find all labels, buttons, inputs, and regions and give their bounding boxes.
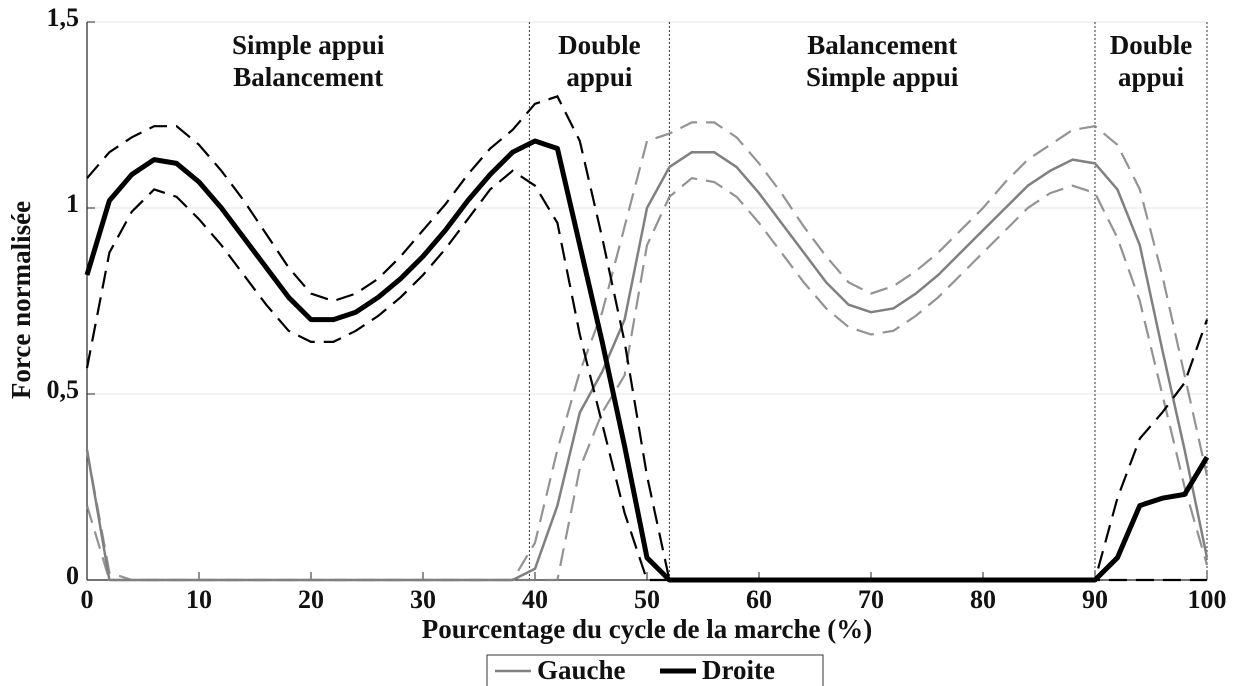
phase-label: Double <box>558 30 641 60</box>
phase-label: Simple appui <box>806 62 959 92</box>
x-tick-label: 50 <box>634 585 660 614</box>
mean-line <box>84 138 1210 583</box>
phase-label: Simple appui <box>232 30 385 60</box>
phase-label: appui <box>1118 62 1185 92</box>
phase-label: Balancement <box>233 62 383 92</box>
x-tick-label: 30 <box>410 585 436 614</box>
band-line <box>85 177 1209 582</box>
phase-label: appui <box>566 62 633 92</box>
y-tick-label: 1 <box>66 189 79 218</box>
legend-label: Gauche <box>537 655 626 685</box>
legend-box <box>486 654 824 686</box>
y-tick-label: 1,5 <box>47 3 80 32</box>
x-tick-label: 40 <box>522 585 548 614</box>
band-line <box>85 169 1207 582</box>
mean-line <box>85 150 1209 582</box>
x-tick-label: 20 <box>298 585 324 614</box>
x-tick-label: 60 <box>746 585 772 614</box>
legend-label: Droite <box>702 655 775 685</box>
x-tick-label: 70 <box>858 585 884 614</box>
x-tick-label: 10 <box>186 585 212 614</box>
phase-label: Double <box>1110 30 1193 60</box>
y-tick-label: 0 <box>66 561 79 590</box>
x-tick-label: 90 <box>1082 585 1108 614</box>
x-tick-label: 0 <box>81 585 94 614</box>
x-tick-label: 100 <box>1188 585 1227 614</box>
y-axis-label: Force normalisée <box>6 201 36 399</box>
phase-label: Balancement <box>807 30 957 60</box>
x-axis-label: Pourcentage du cycle de la marche (%) <box>422 614 872 644</box>
band-line <box>86 95 1209 582</box>
y-tick-label: 0,5 <box>47 375 80 404</box>
x-tick-label: 80 <box>970 585 996 614</box>
band-line <box>85 121 1209 582</box>
